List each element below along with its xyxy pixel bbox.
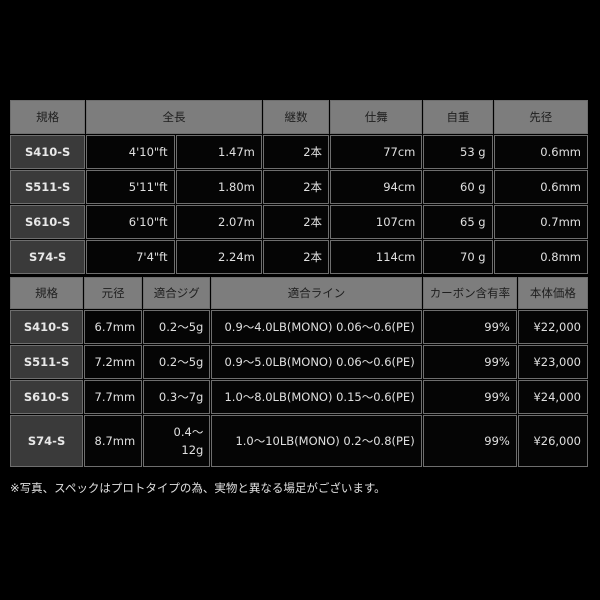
cell-length-m: 2.07m <box>175 205 262 239</box>
cell-closed: 107cm <box>330 205 423 239</box>
cell-line: 1.0～10LB(MONO) 0.2～0.8(PE) <box>211 415 422 467</box>
cell-butt: 7.7mm <box>84 380 143 414</box>
cell-line: 1.0～8.0LB(MONO) 0.15～0.6(PE) <box>211 380 422 414</box>
cell-length-m: 1.47m <box>175 135 262 169</box>
cell-carbon: 99% <box>422 415 517 467</box>
cell-weight: 65 g <box>423 205 493 239</box>
cell-model: S610-S <box>10 205 86 239</box>
header-weight: 自重 <box>423 100 493 134</box>
cell-weight: 53 g <box>423 135 493 169</box>
cell-butt: 6.7mm <box>84 310 143 344</box>
cell-closed: 94cm <box>330 170 423 204</box>
table-header: 規格 元径 適合ジグ 適合ライン カーボン含有率 本体価格 <box>10 277 588 309</box>
header-line: 適合ライン <box>211 277 422 309</box>
cell-price: ¥26,000 <box>517 415 588 467</box>
cell-pieces: 2本 <box>262 240 330 274</box>
cell-length-ft: 5'11"ft <box>86 170 175 204</box>
cell-tip: 0.7mm <box>493 205 588 239</box>
table-row: S610-S 6'10"ft 2.07m 2本 107cm 65 g 0.7mm <box>10 205 588 239</box>
cell-length-m: 1.80m <box>175 170 262 204</box>
cell-length-ft: 4'10"ft <box>86 135 175 169</box>
cell-carbon: 99% <box>422 345 517 379</box>
cell-model: S511-S <box>10 170 86 204</box>
cell-jig: 0.2～5g <box>143 310 211 344</box>
cell-model: S74-S <box>10 240 86 274</box>
cell-price: ¥22,000 <box>517 310 588 344</box>
header-carbon: カーボン含有率 <box>422 277 517 309</box>
header-price: 本体価格 <box>517 277 588 309</box>
cell-pieces: 2本 <box>262 170 330 204</box>
cell-length-m: 2.24m <box>175 240 262 274</box>
cell-weight: 60 g <box>423 170 493 204</box>
cell-jig: 0.2～5g <box>143 345 211 379</box>
cell-line: 0.9～5.0LB(MONO) 0.06～0.6(PE) <box>211 345 422 379</box>
cell-jig: 0.4～ 12g <box>143 415 211 467</box>
cell-jig: 0.3～7g <box>143 380 211 414</box>
table-row: S74-S 7'4"ft 2.24m 2本 114cm 70 g 0.8mm <box>10 240 588 274</box>
cell-model: S410-S <box>10 135 86 169</box>
table-row: S410-S 6.7mm 0.2～5g 0.9～4.0LB(MONO) 0.06～0.… <box>10 310 588 344</box>
header-pieces: 継数 <box>262 100 330 134</box>
spec-table-length: 規格 全長 継数 仕舞 自重 先径 S410-S 4'10"ft 1.47m 2本 77… <box>9 99 589 275</box>
cell-pieces: 2本 <box>262 135 330 169</box>
cell-carbon: 99% <box>422 310 517 344</box>
cell-length-ft: 7'4"ft <box>86 240 175 274</box>
header-butt: 元径 <box>84 277 143 309</box>
cell-model: S410-S <box>10 310 84 344</box>
table-row: S410-S 4'10"ft 1.47m 2本 77cm 53 g 0.6mm <box>10 135 588 169</box>
table-row: S610-S 7.7mm 0.3～7g 1.0～8.0LB(MONO) 0.15～0.… <box>10 380 588 414</box>
cell-butt: 7.2mm <box>84 345 143 379</box>
cell-carbon: 99% <box>422 380 517 414</box>
cell-weight: 70 g <box>423 240 493 274</box>
cell-pieces: 2本 <box>262 205 330 239</box>
cell-length-ft: 6'10"ft <box>86 205 175 239</box>
cell-model: S511-S <box>10 345 84 379</box>
cell-price: ¥24,000 <box>517 380 588 414</box>
table-header: 規格 全長 継数 仕舞 自重 先径 <box>10 100 588 134</box>
cell-tip: 0.6mm <box>493 170 588 204</box>
cell-closed: 114cm <box>330 240 423 274</box>
cell-model: S610-S <box>10 380 84 414</box>
cell-tip: 0.6mm <box>493 135 588 169</box>
header-model: 規格 <box>10 100 86 134</box>
header-model: 規格 <box>10 277 84 309</box>
header-closed: 仕舞 <box>330 100 423 134</box>
spec-table-line: 規格 元径 適合ジグ 適合ライン カーボン含有率 本体価格 S410-S 6.7m… <box>9 276 589 468</box>
cell-model: S74-S <box>10 415 84 467</box>
header-jig: 適合ジグ <box>143 277 211 309</box>
header-length: 全長 <box>86 100 262 134</box>
table-row: S74-S 8.7mm 0.4～ 12g 1.0～10LB(MONO) 0.2～0.8… <box>10 415 588 467</box>
cell-line: 0.9～4.0LB(MONO) 0.06～0.6(PE) <box>211 310 422 344</box>
cell-butt: 8.7mm <box>84 415 143 467</box>
table-row: S511-S 5'11"ft 1.80m 2本 94cm 60 g 0.6mm <box>10 170 588 204</box>
cell-tip: 0.8mm <box>493 240 588 274</box>
footnote: ※写真、スペックはプロトタイプの為、実物と異なる場足がございます。 <box>10 481 386 495</box>
cell-price: ¥23,000 <box>517 345 588 379</box>
table-row: S511-S 7.2mm 0.2～5g 0.9～5.0LB(MONO) 0.06～0.… <box>10 345 588 379</box>
header-tip: 先径 <box>493 100 588 134</box>
cell-closed: 77cm <box>330 135 423 169</box>
